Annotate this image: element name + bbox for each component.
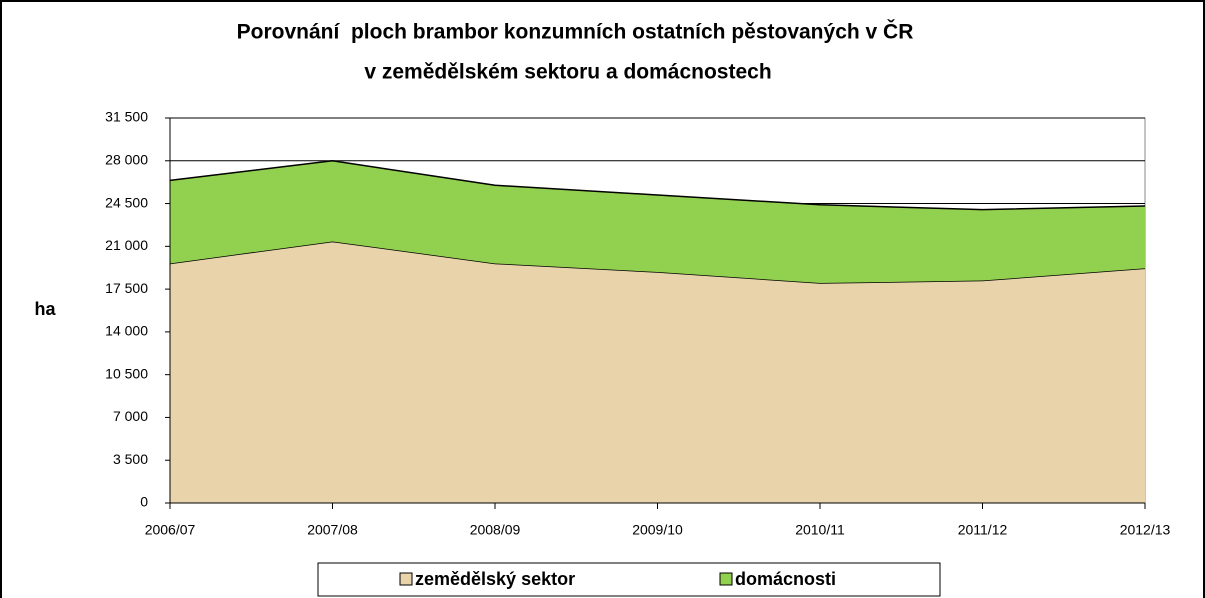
legend-swatch (719, 572, 733, 586)
y-tick-label: 10 500 (105, 365, 148, 381)
x-tick-label: 2011/12 (958, 522, 1008, 538)
x-tick-label: 2008/09 (470, 522, 521, 538)
legend-label: domácnosti (735, 569, 836, 589)
legend-swatch (399, 572, 413, 586)
area (170, 241, 1145, 503)
x-tick-label: 2007/08 (307, 522, 358, 538)
chart-title: v zemědělském sektoru a domácnostech (364, 61, 771, 84)
y-tick-label: 24 500 (105, 194, 148, 210)
y-tick-label: 28 000 (105, 151, 148, 167)
x-tick-label: 2010/11 (795, 522, 845, 538)
y-tick-label: 17 500 (105, 280, 148, 296)
x-tick-label: 2012/13 (1120, 522, 1171, 538)
legend-label: zemědělský sektor (415, 569, 575, 589)
area-edge (169, 160, 1146, 211)
x-tick-label: 2009/10 (632, 522, 683, 538)
x-tick-label: 2006/07 (145, 522, 196, 538)
y-tick-label: 0 (140, 494, 148, 510)
area (170, 160, 1145, 283)
y-axis-label: ha (34, 299, 56, 319)
legend (317, 562, 941, 597)
y-tick-label: 21 000 (105, 237, 148, 253)
y-tick-label: 14 000 (105, 323, 148, 339)
chart-title: Porovnání ploch brambor konzumních ostat… (237, 20, 914, 44)
y-tick-label: 3 500 (113, 451, 148, 467)
y-tick-label: 31 500 (105, 109, 148, 125)
y-tick-label: 7 000 (113, 408, 148, 424)
